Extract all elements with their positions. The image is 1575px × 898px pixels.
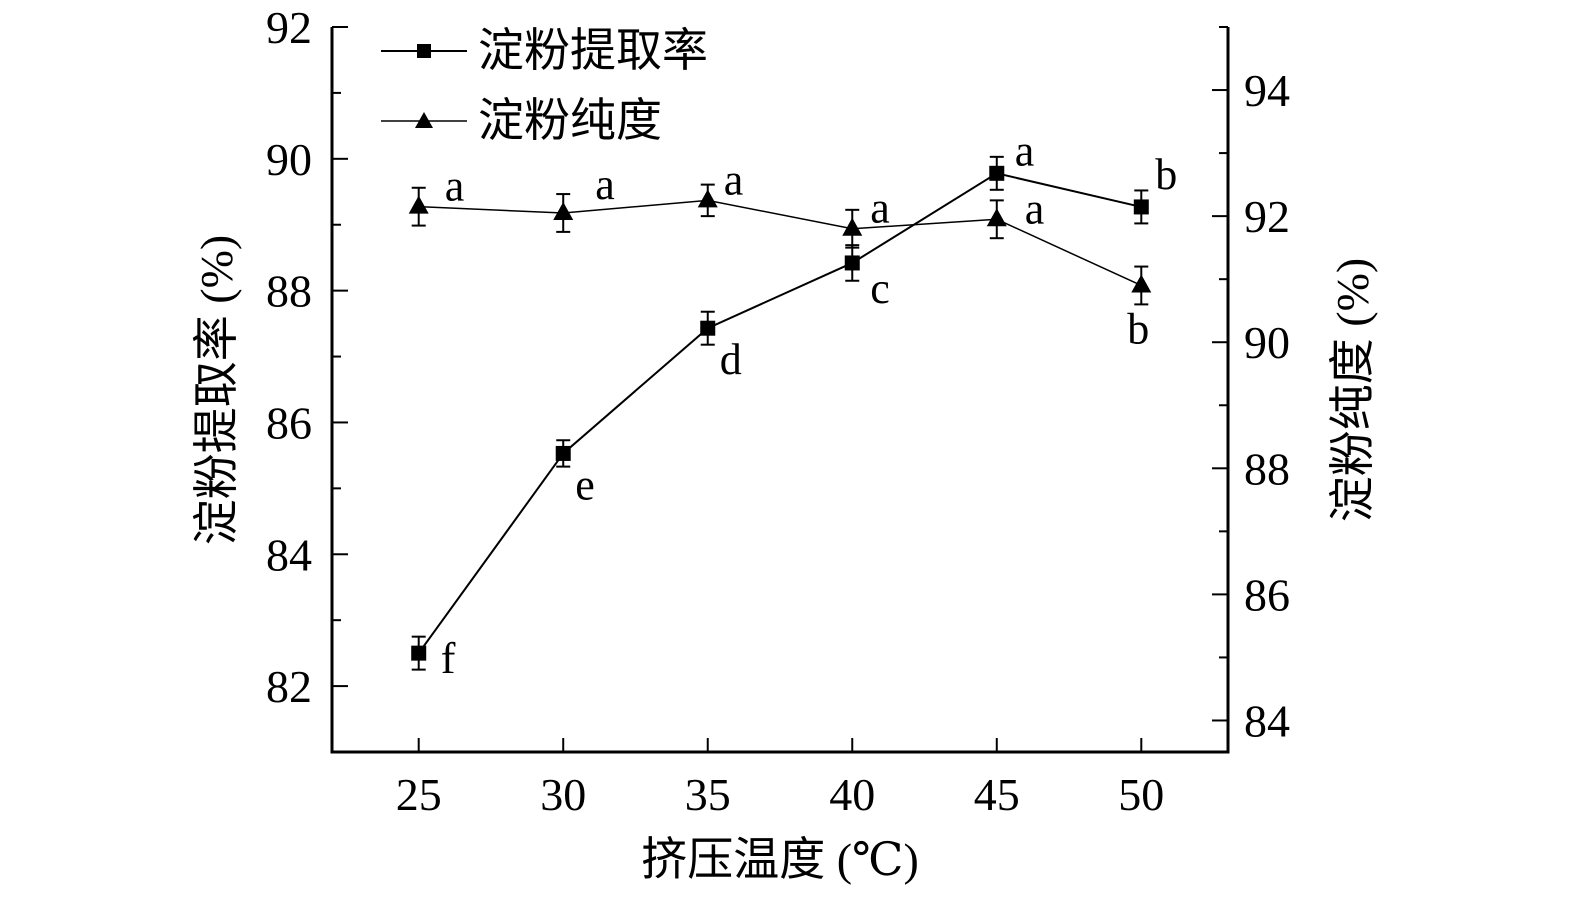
legend-label-extraction: 淀粉提取率: [478, 25, 708, 76]
data-point-triangle: [553, 201, 574, 220]
data-point-square: [989, 165, 1005, 181]
ticks-layer: [332, 26, 1228, 752]
data-point-triangle: [842, 217, 863, 236]
significance-label: d: [720, 335, 742, 384]
x-axis-title: 挤压温度 (℃): [641, 834, 919, 885]
legend-marker-purity: [415, 112, 433, 128]
left-tick-label: 82: [266, 661, 312, 712]
significance-label: a: [1015, 126, 1035, 175]
significance-label: a: [445, 162, 465, 211]
x-tick-label: 45: [974, 769, 1020, 820]
data-point-square: [411, 645, 427, 661]
left-tick-label: 90: [266, 134, 312, 185]
significance-label: f: [441, 634, 456, 683]
right-tick-label: 88: [1244, 443, 1290, 494]
right-tick-label: 92: [1244, 191, 1290, 242]
right-tick-label: 84: [1244, 695, 1290, 746]
data-point-square: [1133, 199, 1149, 215]
x-tick-label: 40: [829, 769, 875, 820]
data-point-triangle: [697, 189, 718, 208]
right-tick-label: 94: [1244, 65, 1290, 116]
legend: 淀粉提取率 淀粉纯度: [381, 25, 708, 146]
significance-label: a: [1025, 184, 1045, 233]
plot-frame: [330, 27, 1230, 754]
x-tick-label: 25: [396, 769, 442, 820]
significance-label: a: [870, 184, 890, 233]
data-point-square: [844, 255, 860, 271]
legend-marker-extraction: [417, 44, 431, 58]
series-layer: [408, 155, 1152, 671]
significance-label: e: [575, 460, 595, 509]
data-point-triangle: [1131, 274, 1152, 293]
right-tick-label: 86: [1244, 569, 1290, 620]
series-line-extraction: [417, 172, 1142, 654]
x-tick-label: 50: [1118, 769, 1164, 820]
data-point-triangle: [986, 208, 1007, 227]
data-point-square: [700, 320, 716, 336]
left-tick-label: 84: [266, 529, 312, 580]
significance-label: a: [724, 155, 744, 204]
left-axis-title: 淀粉提取率 (%): [191, 235, 242, 545]
significance-label: b: [1127, 304, 1149, 353]
left-tick-label: 86: [266, 397, 312, 448]
x-tick-label: 30: [540, 769, 586, 820]
right-tick-label: 90: [1244, 317, 1290, 368]
left-tick-label: 92: [266, 2, 312, 53]
significance-label: c: [870, 264, 890, 313]
significance-label: b: [1155, 150, 1177, 199]
series-line-purity: [418, 199, 1142, 287]
data-point-square: [555, 445, 571, 461]
right-axis-title: 淀粉纯度 (%): [1327, 258, 1378, 522]
left-tick-label: 88: [266, 266, 312, 317]
labels-layer: 25 30 35 40 45 50 82 84 86 88 90 92 84 86 88 90 92 94 f e d c…: [266, 2, 1290, 820]
x-tick-label: 35: [685, 769, 731, 820]
significance-label: a: [595, 160, 615, 209]
data-point-triangle: [408, 195, 429, 214]
legend-label-purity: 淀粉纯度: [478, 95, 662, 146]
